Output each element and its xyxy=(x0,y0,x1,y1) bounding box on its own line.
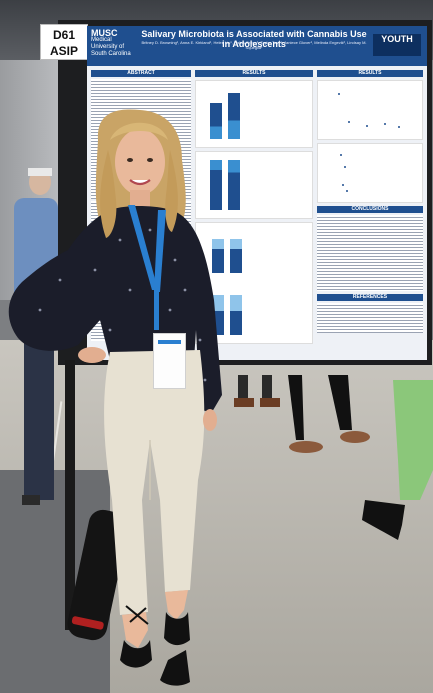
face xyxy=(110,122,168,195)
poster-column-2: RESULTS xyxy=(195,70,313,356)
results-heading-2: RESULTS xyxy=(317,70,423,77)
references-heading: REFERENCES xyxy=(317,294,423,301)
conclusions-heading: CONCLUSIONS xyxy=(317,206,423,213)
figure-phyla-bars xyxy=(195,80,313,148)
university-logo: MUSC Medical University of South Carolin… xyxy=(91,28,135,60)
logo-subtitle: Medical University of South Carolina xyxy=(91,37,131,57)
pants xyxy=(104,350,205,615)
hand-on-hip xyxy=(78,347,106,363)
results-heading: RESULTS xyxy=(195,70,313,77)
dot xyxy=(340,154,342,156)
figure-scatter-2 xyxy=(317,143,423,203)
booth-number: D61 xyxy=(52,28,75,42)
person-right-background-legs xyxy=(234,375,433,540)
dot xyxy=(338,93,340,95)
poster-stand-pole xyxy=(65,360,75,630)
hair-front xyxy=(100,150,178,238)
name-badge xyxy=(153,333,186,389)
booth-group: ASIP xyxy=(49,44,78,58)
bar xyxy=(228,93,240,139)
dot xyxy=(384,123,386,125)
youth-logo: YOUTH xyxy=(373,34,421,56)
figure-genera xyxy=(195,222,313,344)
poster-header: MUSC Medical University of South Carolin… xyxy=(87,26,427,66)
bar xyxy=(212,239,224,273)
figure-relative-abundance xyxy=(195,151,313,219)
bar xyxy=(228,160,240,210)
conclusions-text xyxy=(317,215,423,291)
lanyard xyxy=(128,205,166,330)
logo-name: MUSC xyxy=(91,28,118,38)
bar xyxy=(230,295,242,335)
blouse xyxy=(8,206,222,412)
dot xyxy=(348,121,350,123)
poster-authors: Britney D. Browning¹, Anna E. Kirkland¹,… xyxy=(141,40,367,50)
dot xyxy=(344,166,346,168)
abstract-heading: ABSTRACT xyxy=(91,70,191,77)
dot xyxy=(398,126,400,128)
badge-stripe xyxy=(158,340,181,344)
right-hand xyxy=(203,409,217,431)
bar xyxy=(210,103,222,139)
poster-column-3: RESULTS CONCLUSIONS REFERENCES xyxy=(317,70,423,356)
references-text xyxy=(317,303,423,333)
bar xyxy=(210,160,222,210)
dot xyxy=(342,184,344,186)
booth-number-tag: D61 ASIP xyxy=(40,24,88,60)
poster-title: Salivary Microbiota is Associated with C… xyxy=(141,29,367,49)
dot xyxy=(346,190,348,192)
bar xyxy=(230,239,242,273)
shoes xyxy=(120,590,190,686)
dot xyxy=(366,125,368,127)
figure-scatter-1 xyxy=(317,80,423,140)
